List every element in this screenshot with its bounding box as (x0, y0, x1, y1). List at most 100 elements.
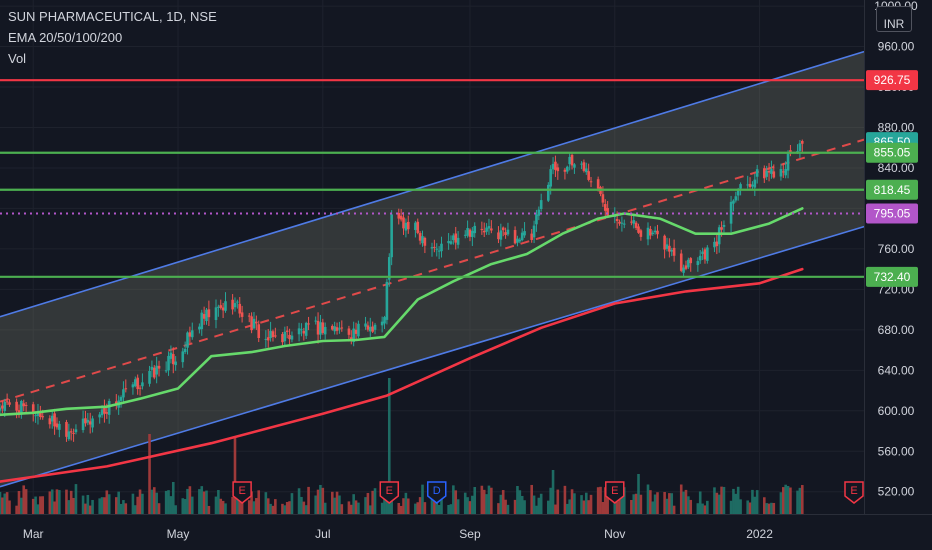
volume-bar (297, 488, 301, 514)
volume-bar (105, 490, 109, 514)
volume-bar (385, 498, 389, 514)
candle-body (713, 241, 716, 248)
symbol-title[interactable]: SUN PHARMACEUTICAL, 1D, NSE (8, 9, 217, 24)
time-axis-panel[interactable] (0, 514, 932, 550)
volume-bar (264, 492, 268, 514)
candle-body (698, 255, 702, 261)
volume-bar (81, 495, 85, 514)
candle-body (433, 246, 436, 248)
candle-body (371, 326, 374, 332)
volume-bar (689, 499, 693, 514)
volume-bar (157, 503, 161, 514)
volume-bar (599, 486, 602, 514)
indicator-label[interactable]: EMA 20/50/100/200 (8, 30, 123, 45)
volume-bar (701, 503, 704, 514)
volume-bar (563, 485, 567, 514)
volume-bar (620, 488, 624, 514)
volume-bar (240, 496, 244, 514)
candle-body (539, 200, 543, 209)
volume-bar (340, 504, 344, 514)
candle-body (573, 164, 576, 168)
candle-body (288, 334, 291, 340)
candle-body (466, 228, 469, 236)
ema-line (0, 207, 804, 417)
candle-body (181, 351, 185, 363)
candle-body (763, 168, 766, 179)
price-axis-tick-label: 880.00 (878, 120, 915, 134)
candle-body (321, 322, 325, 333)
candle-body (504, 232, 507, 235)
candle-body (15, 401, 18, 411)
candle-body (732, 200, 735, 204)
dividend-marker-label: D (433, 485, 441, 497)
candle-body (523, 231, 526, 236)
currency-badge[interactable]: INR (876, 6, 912, 32)
candle-body (138, 387, 142, 389)
candle-body (331, 325, 334, 330)
candle-body (663, 235, 666, 250)
candle-body (186, 332, 189, 348)
candle-body (535, 214, 538, 225)
volume-bar (582, 500, 586, 514)
candle-body (122, 389, 125, 398)
volume-bar (670, 493, 674, 514)
volume-bar (100, 497, 104, 514)
volume-bar (34, 496, 37, 514)
candle-body (549, 169, 552, 187)
candle-body (281, 334, 284, 343)
volume-bar (302, 501, 306, 514)
candle-body (366, 325, 370, 330)
price-badge-label: 818.45 (874, 183, 911, 197)
candle-body (252, 318, 256, 329)
volume-bar (537, 497, 541, 514)
volume-bar (437, 505, 441, 514)
candle-body (639, 230, 643, 237)
channel-lower-line (0, 225, 865, 488)
candle-body (779, 169, 783, 177)
volume-bar (456, 499, 460, 514)
volume-bar (430, 492, 434, 514)
volume-bar (622, 487, 626, 514)
candle-body (155, 365, 158, 375)
candle-body (74, 429, 78, 433)
volume-bar (3, 493, 7, 514)
volume-bar (169, 496, 173, 514)
candle-body (319, 322, 322, 335)
volume-bar (84, 503, 87, 514)
chart-legend: SUN PHARMACEUTICAL, 1D, NSE EMA 20/50/10… (8, 6, 217, 69)
volume-bar (717, 494, 721, 514)
volume-bar (205, 490, 208, 514)
volume-bar (186, 488, 189, 514)
candle-body (55, 423, 59, 428)
volume-bar (141, 493, 144, 514)
volume-bar (307, 486, 310, 514)
volume-bar (732, 488, 735, 514)
candle-body (100, 409, 104, 416)
volume-bar (463, 492, 467, 514)
volume-bar (634, 493, 638, 514)
volume-bar (119, 503, 123, 514)
volume-bar (656, 492, 659, 514)
candle-body (0, 407, 2, 411)
candle-body (565, 166, 569, 172)
candle-body (632, 220, 636, 224)
candle-body (421, 236, 424, 244)
candle-body (167, 355, 170, 371)
price-badge: 795.05 (866, 203, 918, 224)
candle-body (84, 418, 87, 424)
volume-bar (501, 490, 505, 514)
candle-body (554, 161, 557, 170)
volume-bar (283, 505, 287, 514)
candle-body (352, 328, 355, 342)
volume-bar (58, 490, 61, 514)
volume-label[interactable]: Vol (8, 51, 27, 66)
volume-bar (207, 505, 211, 514)
volume-bar (423, 502, 427, 514)
volume-bar (497, 503, 500, 514)
volume-bar (397, 503, 401, 514)
earnings-marker-label: E (238, 485, 245, 497)
volume-bar (490, 487, 493, 514)
volume-bar (152, 487, 156, 514)
